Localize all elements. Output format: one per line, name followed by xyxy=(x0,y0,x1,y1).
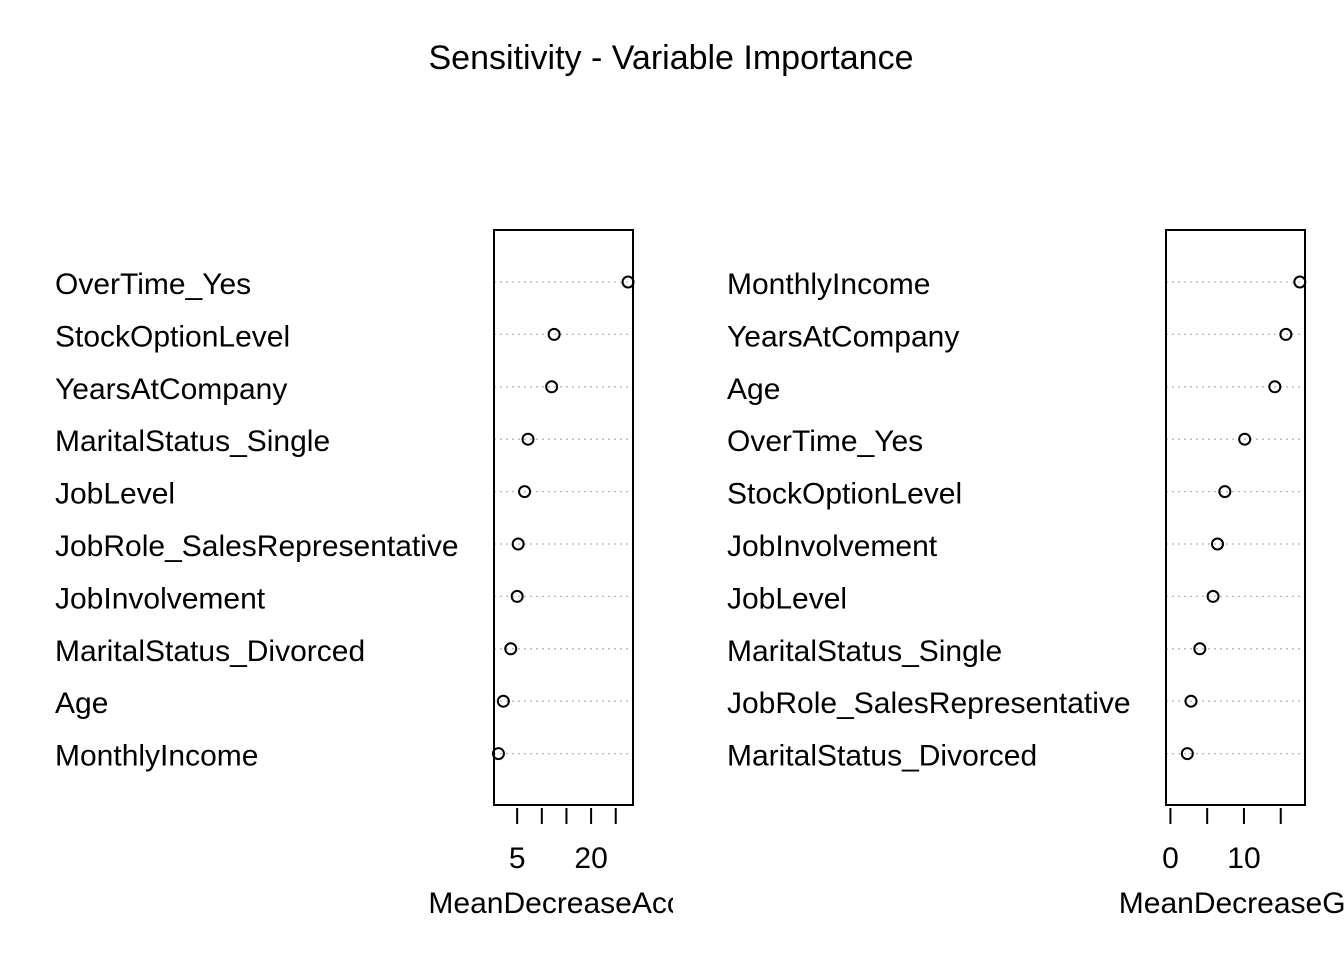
panel-2: MonthlyIncome YearsAtCompany Age OverTime_Y… xyxy=(727,229,1344,920)
variable-label: JobLevel xyxy=(727,582,847,615)
variable-label: JobInvolvement xyxy=(727,530,938,563)
data-point xyxy=(1193,642,1207,656)
data-point xyxy=(547,327,561,341)
variable-label: YearsAtCompany xyxy=(727,320,959,353)
data-point xyxy=(1279,327,1293,341)
x-tick-label: 5 xyxy=(509,842,526,875)
data-point xyxy=(511,537,525,551)
data-point xyxy=(518,485,532,499)
data-point xyxy=(1218,485,1232,499)
data-point xyxy=(510,589,524,603)
variable-label: MaritalStatus_Divorced xyxy=(55,635,365,668)
variable-label: MonthlyIncome xyxy=(55,740,258,773)
variable-label: StockOptionLevel xyxy=(55,320,290,353)
variable-label: JobRole_SalesRepresentative xyxy=(727,687,1131,720)
variable-label: JobLevel xyxy=(55,478,175,511)
data-point xyxy=(1206,589,1220,603)
variable-label: MaritalStatus_Single xyxy=(55,425,330,458)
panel-1: OverTime_Yes StockOptionLevel YearsAtCompa… xyxy=(55,229,698,920)
variable-label: StockOptionLevel xyxy=(727,478,962,511)
data-point xyxy=(1268,380,1282,394)
dotchart-panels: OverTime_Yes StockOptionLevel YearsAtCompa… xyxy=(55,229,1344,920)
variable-label: Age xyxy=(55,687,108,720)
variable-label: JobInvolvement xyxy=(55,582,266,615)
data-point xyxy=(491,747,505,761)
data-point xyxy=(1210,537,1224,551)
data-point xyxy=(521,432,535,446)
variable-label: YearsAtCompany xyxy=(55,373,287,406)
plot-frame xyxy=(493,229,634,806)
chart-title: Sensitivity - Variable Importance xyxy=(428,39,913,77)
x-tick-label: 20 xyxy=(574,842,607,875)
x-axis-title: MeanDecreaseGi xyxy=(1119,887,1344,920)
plot-frame xyxy=(1165,229,1306,806)
variable-label: OverTime_Yes xyxy=(55,268,251,301)
data-point xyxy=(1184,694,1198,708)
data-point xyxy=(621,275,635,289)
variable-label: MaritalStatus_Divorced xyxy=(727,740,1037,773)
data-point xyxy=(504,642,518,656)
variable-label: Age xyxy=(727,373,780,406)
x-tick-label: 10 xyxy=(1227,842,1260,875)
variable-label: JobRole_SalesRepresentative xyxy=(55,530,459,563)
variable-label: MaritalStatus_Single xyxy=(727,635,1002,668)
data-point xyxy=(496,694,510,708)
data-point xyxy=(1180,747,1194,761)
variable-label: OverTime_Yes xyxy=(727,425,923,458)
variable-label: MonthlyIncome xyxy=(727,268,930,301)
x-tick-label: 0 xyxy=(1162,842,1179,875)
x-axis-title: MeanDecreaseAccu xyxy=(428,887,698,920)
data-point xyxy=(1238,432,1252,446)
data-point xyxy=(545,380,559,394)
